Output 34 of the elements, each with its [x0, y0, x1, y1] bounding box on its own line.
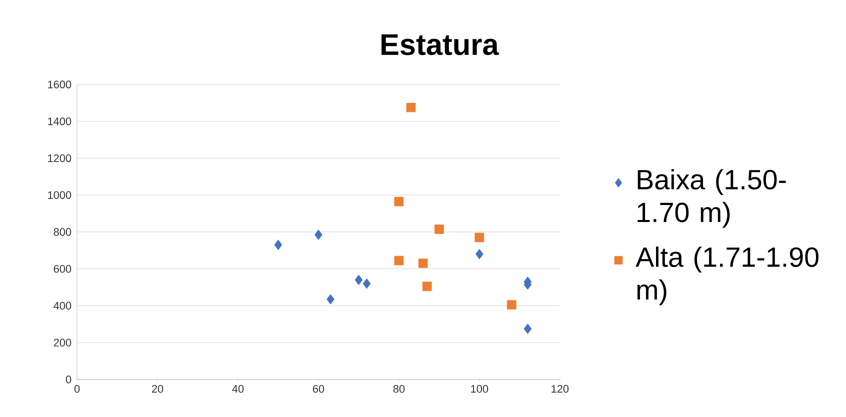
- legend-label: Baixa (1.50-1.70 m): [638, 168, 786, 228]
- point: [474, 232, 484, 242]
- point: [274, 240, 282, 250]
- point: [394, 196, 404, 206]
- point: [406, 102, 416, 112]
- point: [314, 229, 322, 240]
- x-tick-label: 60: [312, 384, 324, 393]
- point: [418, 258, 428, 268]
- point: [475, 248, 484, 260]
- point: [326, 294, 334, 304]
- y-tick-label: 600: [54, 264, 72, 273]
- y-tick-label: 400: [54, 302, 72, 310]
- x-tick-label: 80: [393, 384, 405, 393]
- x-tick-label: 120: [552, 384, 569, 393]
- point: [394, 256, 404, 266]
- y-tick-label: 0: [66, 376, 72, 384]
- legend-label: Alta (1.71-1.90 m): [636, 246, 818, 306]
- y-tick-label: 800: [54, 228, 72, 236]
- point: [354, 274, 363, 285]
- point: [422, 282, 432, 291]
- x-tick-label: 20: [152, 384, 164, 393]
- x-tick-label: 100: [471, 384, 488, 393]
- chart-title: Estatura: [382, 34, 499, 56]
- y-tick-label: 1400: [48, 117, 72, 126]
- point: [362, 278, 371, 289]
- point: [524, 324, 532, 334]
- y-tick-label: 200: [54, 338, 72, 346]
- y-tick-label: 1000: [48, 191, 72, 199]
- x-tick-label: 0: [74, 384, 80, 393]
- y-tick-label: 1600: [48, 80, 72, 88]
- y-tick-label: 1200: [48, 154, 72, 162]
- x-tick-label: 40: [232, 384, 244, 393]
- point: [506, 300, 516, 310]
- point: [434, 224, 444, 234]
